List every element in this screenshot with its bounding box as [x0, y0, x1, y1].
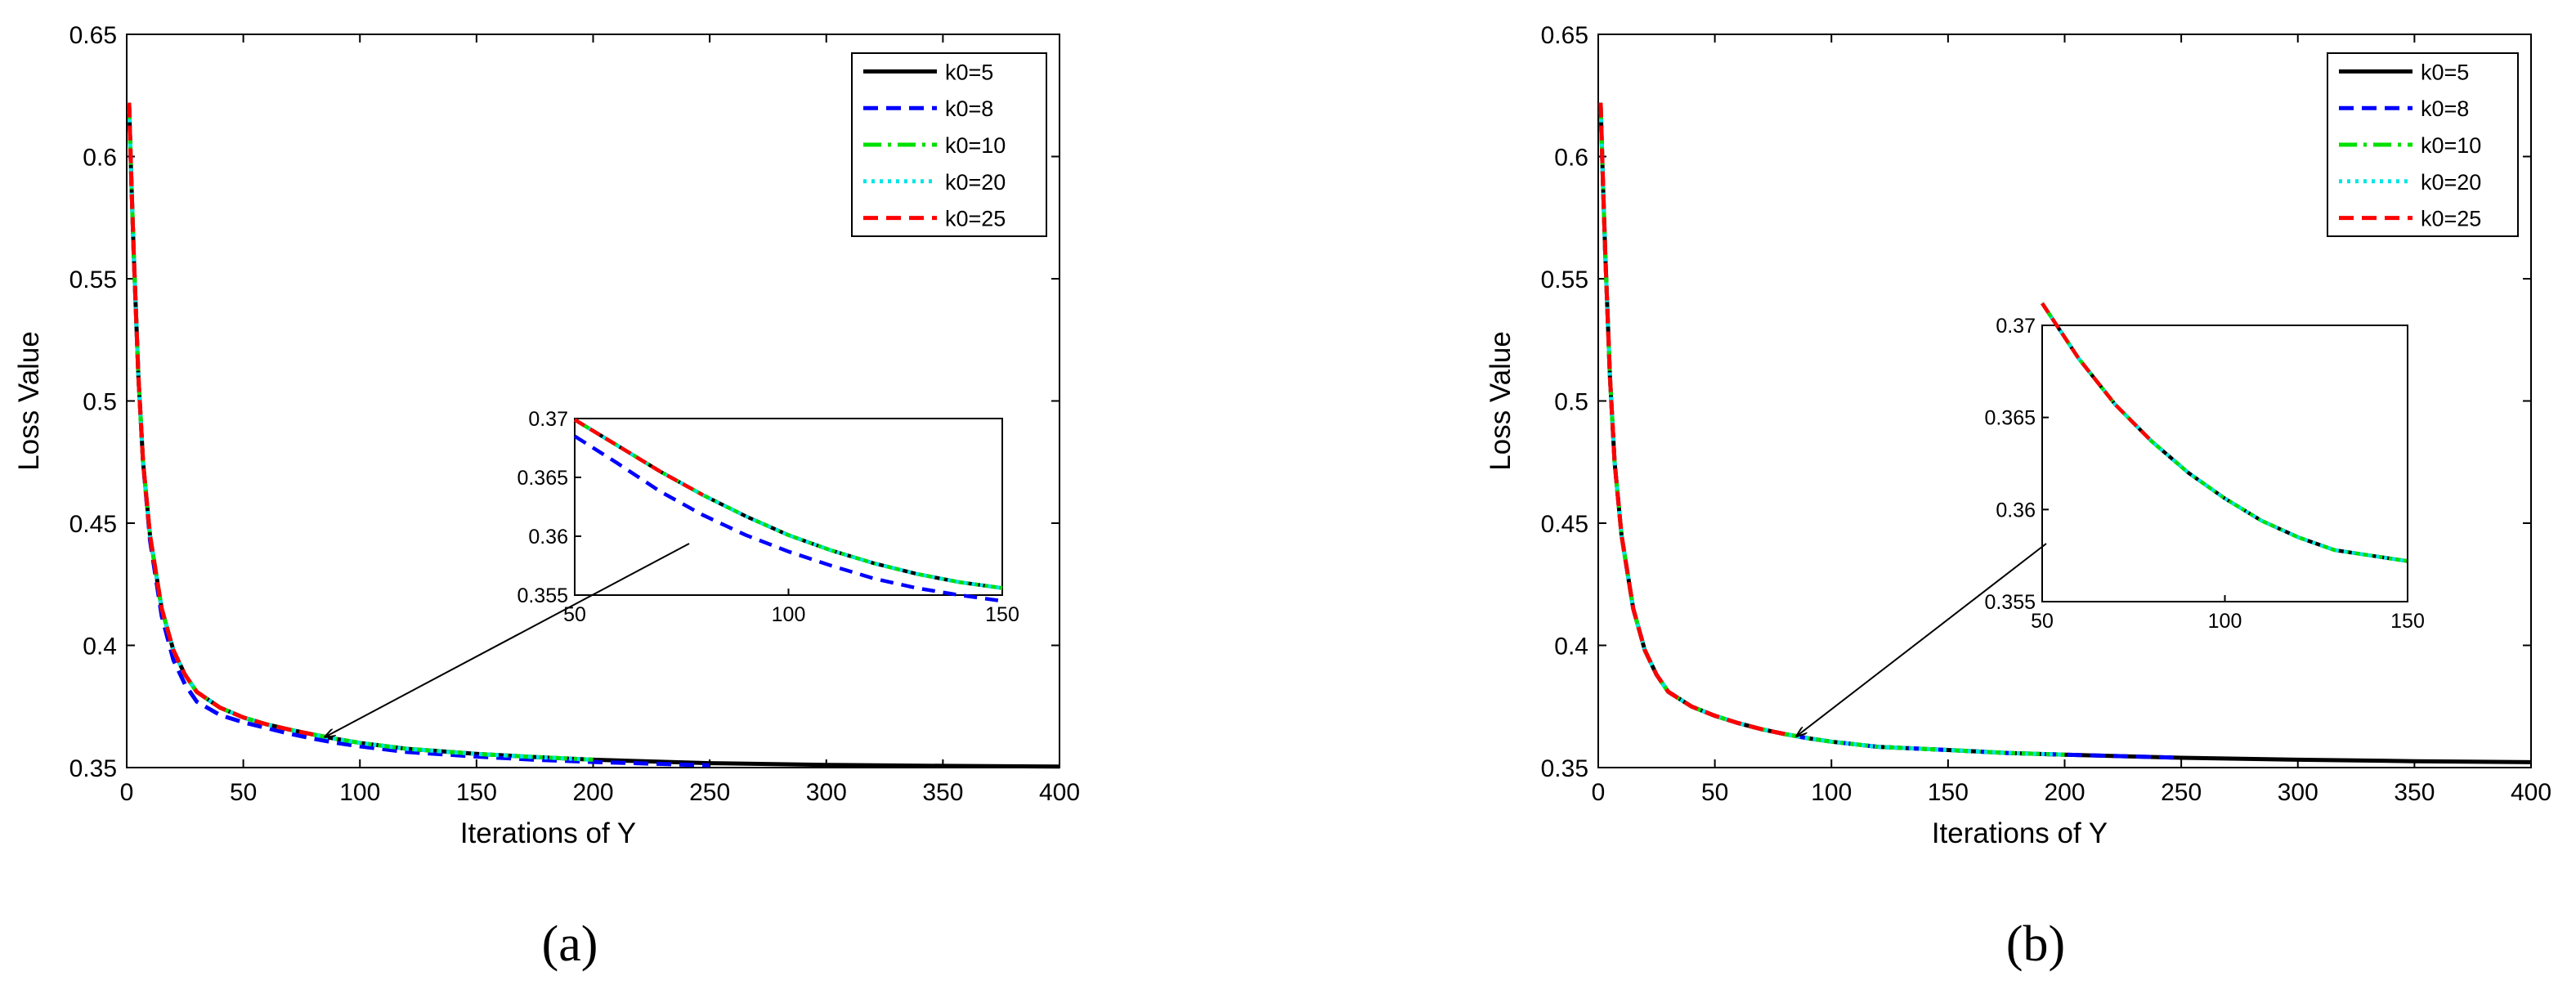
- y-axis-label: Loss Value: [13, 331, 45, 471]
- x-tick-label: 0: [120, 779, 134, 806]
- y-axis-label: Loss Value: [1485, 331, 1516, 471]
- x-tick-label: 50: [230, 779, 257, 806]
- inset-x-tick-label: 100: [772, 603, 806, 626]
- inset-frame: [2041, 325, 2408, 602]
- legend-box: [851, 52, 1047, 237]
- x-tick-label: 150: [456, 779, 497, 806]
- legend-label: k0=20: [2421, 170, 2481, 195]
- y-tick-label: 0.65: [69, 22, 117, 49]
- inset-frame: [574, 418, 1003, 596]
- inset-series-k0-20: [2041, 302, 2408, 563]
- x-tick-label: 100: [339, 779, 380, 806]
- inset-x-tick-label: 150: [985, 603, 1019, 626]
- x-tick-label: 400: [1039, 779, 1080, 806]
- y-tick-label: 0.55: [1541, 266, 1588, 293]
- x-tick-label: 250: [689, 779, 730, 806]
- x-tick-label: 400: [2511, 779, 2551, 806]
- y-tick-label: 0.35: [69, 755, 117, 782]
- inset-chart: 50 100 150 0.355 0.36 0.365 0.37: [517, 408, 1019, 626]
- legend-label: k0=10: [945, 133, 1006, 158]
- inset-series-k0-25: [2041, 302, 2153, 443]
- legend-label: k0=8: [2421, 96, 2469, 121]
- x-tick-label: 350: [2394, 779, 2435, 806]
- x-tick-label: 0: [1592, 779, 1606, 806]
- series-line-k0-25: [127, 102, 314, 737]
- y-tick-label: 0.45: [1541, 511, 1588, 538]
- panel-label: (a): [542, 916, 598, 972]
- inset-y-tick-label: 0.355: [1984, 591, 2036, 614]
- y-tick-label: 0.6: [83, 145, 117, 172]
- legend: k0=5 k0=8 k0=10 k0=20 k0=25: [851, 52, 1047, 237]
- x-tick-label: 300: [806, 779, 847, 806]
- panel-label: (b): [2006, 916, 2065, 972]
- legend-label: k0=5: [945, 60, 993, 84]
- legend: k0=5 k0=8 k0=10 k0=20 k0=25: [2327, 52, 2519, 237]
- chart-panel-b: 0 50 100 150 200 250 300 350 400 0.35 0.4 0.45 0.5 0.…: [1485, 22, 2551, 972]
- legend-box: [2327, 52, 2519, 237]
- inset-y-tick-label: 0.365: [1984, 407, 2036, 430]
- x-tick-label: 150: [1928, 779, 1969, 806]
- legend-label: k0=25: [2421, 207, 2481, 231]
- series-line-k0-25: [1598, 102, 1785, 737]
- x-tick-label: 300: [2278, 779, 2318, 806]
- y-tick-label: 0.5: [83, 389, 117, 416]
- y-tick-label: 0.4: [1554, 634, 1588, 660]
- zoom-arrow: [325, 543, 690, 737]
- y-tick-label: 0.4: [83, 634, 117, 660]
- x-tick-label: 100: [1811, 779, 1852, 806]
- y-tick-label: 0.55: [69, 266, 117, 293]
- inset-series-k0-25: [573, 418, 704, 497]
- inset-series-k0-8: [573, 434, 1003, 603]
- x-tick-label: 200: [2044, 779, 2085, 806]
- series-line-k0-8: [127, 102, 710, 768]
- inset-y-tick-label: 0.36: [528, 526, 568, 549]
- x-tick-label: 250: [2161, 779, 2202, 806]
- x-tick-label: 200: [572, 779, 613, 806]
- y-tick-label: 0.35: [1541, 755, 1588, 782]
- inset-chart: 50 100 150 0.355 0.36 0.365 0.37: [1984, 302, 2425, 633]
- inset-y-tick-label: 0.36: [1996, 499, 2036, 522]
- legend-label: k0=10: [2421, 133, 2481, 158]
- inset-x-tick-label: 150: [2390, 610, 2425, 633]
- y-tick-label: 0.45: [69, 511, 117, 538]
- y-tick-label: 0.65: [1541, 22, 1588, 49]
- x-axis-label: Iterations of Y: [460, 817, 636, 849]
- x-tick-label: 350: [922, 779, 963, 806]
- legend-label: k0=20: [945, 170, 1006, 195]
- legend-label: k0=25: [945, 207, 1006, 231]
- inset-x-tick-label: 100: [2208, 610, 2242, 633]
- inset-y-tick-label: 0.355: [517, 584, 568, 607]
- inset-y-tick-label: 0.365: [517, 467, 568, 490]
- y-tick-label: 0.6: [1554, 145, 1588, 172]
- zoom-arrow: [1796, 543, 2047, 737]
- legend-label: k0=5: [2421, 60, 2469, 84]
- y-tick-label: 0.5: [1554, 389, 1588, 416]
- inset-x-tick-label: 50: [563, 603, 586, 626]
- inset-y-tick-label: 0.37: [1996, 315, 2036, 338]
- inset-x-tick-label: 50: [2031, 610, 2054, 633]
- x-tick-label: 50: [1701, 779, 1728, 806]
- inset-y-tick-label: 0.37: [528, 408, 568, 431]
- chart-panel-a: 0 50 100 150 200 250 300 350 400 0.35 0.4 0.45 0.5 0.…: [13, 22, 1080, 972]
- legend-label: k0=8: [945, 96, 993, 121]
- x-axis-label: Iterations of Y: [1932, 817, 2108, 849]
